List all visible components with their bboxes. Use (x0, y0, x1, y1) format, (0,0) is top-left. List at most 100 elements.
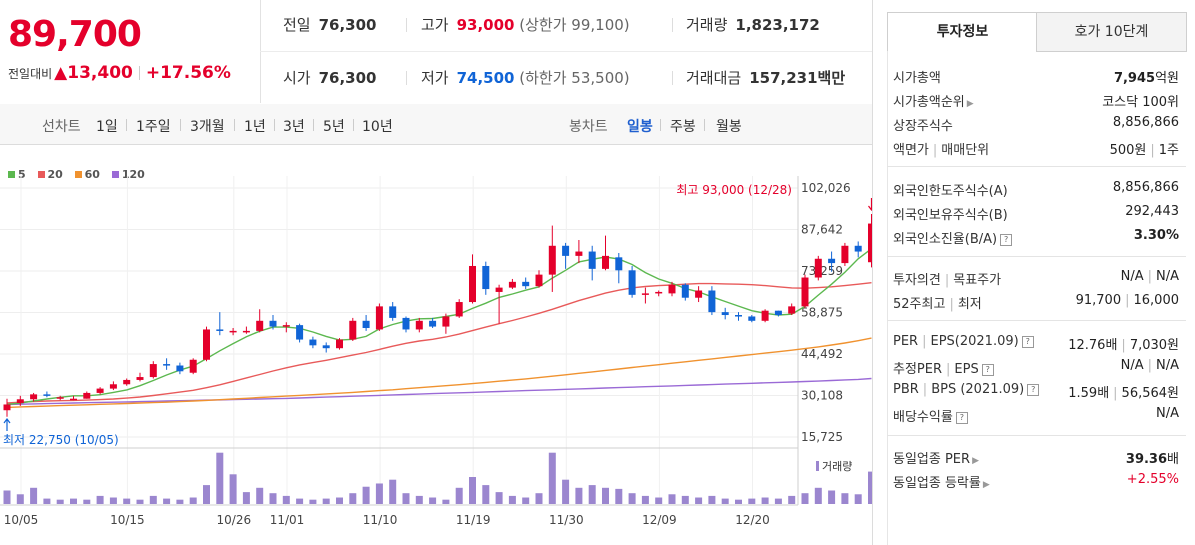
volume-bar (828, 490, 836, 504)
help-icon[interactable]: ? (1027, 384, 1040, 396)
help-icon[interactable]: ? (1021, 336, 1034, 348)
divider (180, 119, 181, 131)
volume-bar (562, 479, 570, 504)
market-cap-row: 시가총액 7,945억원 (893, 71, 1179, 86)
volume-bar (469, 477, 476, 504)
candle-body (788, 306, 796, 314)
x-tick-label: 11/10 (363, 513, 398, 527)
volume-bar (282, 495, 290, 504)
volume-bar (43, 498, 51, 504)
candle-body (296, 325, 304, 340)
candle-body (429, 320, 437, 327)
foreign-limit-row: 외국인한도주식수(A) 8,856,866 (893, 180, 1179, 199)
help-icon[interactable]: ? (955, 412, 968, 424)
day-high: 고가 93,000 (상한가 99,100) (421, 16, 630, 34)
tab-invest-info[interactable]: 투자정보 (887, 12, 1038, 51)
candle-body (96, 388, 104, 393)
volume-bar (229, 474, 237, 504)
x-tick-label: 11/01 (270, 513, 305, 527)
volume-bar (482, 485, 490, 504)
ma5-line (6, 248, 872, 406)
divider (313, 119, 314, 131)
period-10y[interactable]: 10년 (362, 119, 393, 135)
y-tick-label: 58,875 (801, 306, 843, 320)
candle-body (149, 364, 157, 378)
help-icon[interactable]: ? (981, 364, 994, 376)
volume-bar (309, 499, 317, 504)
tab-order-book[interactable]: 호가 10단계 (1036, 12, 1187, 52)
candle-body (575, 251, 583, 256)
y-tick-label: 102,026 (801, 181, 851, 195)
dividend-row: 배당수익률? N/A (893, 406, 1179, 425)
stock-chart[interactable]: 102,026 87,642 73,259 58,875 44,492 30,108 15,… (0, 148, 872, 545)
max-price-annotation: 최고 93,000 (12/28) (676, 183, 792, 197)
legend-swatch (8, 171, 15, 178)
divider (126, 119, 127, 131)
period-3m[interactable]: 3개월 (190, 119, 225, 135)
candle-body (203, 329, 210, 360)
candle-body (522, 281, 530, 287)
period-1d[interactable]: 1일 (96, 119, 118, 135)
candle-body (70, 398, 77, 401)
volume-bar (455, 487, 463, 504)
legend-ma60: 60 (74, 168, 100, 181)
up-arrow-icon (3, 418, 11, 431)
line-chart-label: 선차트 (42, 119, 81, 135)
candle-chart-label: 봉차트 (569, 119, 608, 135)
est-per-row: 추정PER | EPS? N/A | N/A (893, 358, 1179, 377)
period-3y[interactable]: 3년 (283, 119, 305, 135)
volume-bar (296, 498, 304, 504)
foreign-ratio-row: 외국인소진율(B/A)? 3.30% (893, 228, 1179, 247)
period-weekly[interactable]: 주봉 (670, 119, 696, 135)
pbr-row: PBR | BPS (2021.09)? 1.59배 | 56,564원 (893, 382, 1179, 401)
divider (887, 320, 1186, 321)
candle-body (801, 277, 809, 307)
candle-body (189, 359, 197, 373)
volume-bar (415, 495, 423, 504)
candle-body (482, 265, 490, 290)
x-tick-label: 10/15 (110, 513, 145, 527)
candle-body (548, 245, 556, 275)
period-5y[interactable]: 5년 (323, 119, 345, 135)
legend-ma5: 5 (8, 168, 26, 181)
volume-bar (788, 495, 796, 504)
candle-body (136, 377, 144, 380)
volume-bar (389, 479, 397, 504)
divider (406, 71, 407, 85)
candle-body (322, 345, 330, 349)
help-icon[interactable]: ? (1000, 234, 1013, 246)
period-monthly[interactable]: 월봉 (716, 119, 742, 135)
divider (138, 66, 140, 80)
candle-body (841, 245, 849, 264)
volume-bar (429, 497, 437, 504)
candle-body (389, 306, 397, 318)
volume-bar (615, 488, 623, 504)
x-tick-label: 11/19 (456, 513, 491, 527)
y-tick-label: 44,492 (801, 347, 843, 361)
market-cap-rank-row[interactable]: 시가총액순위 ▶ 코스닥 100위 (893, 95, 1179, 110)
volume-bar (814, 487, 822, 504)
volume-bar (3, 490, 11, 504)
volume-bar (256, 487, 264, 504)
divider (887, 435, 1186, 436)
open-price: 시가 76,300 (283, 69, 377, 87)
divider (234, 119, 235, 131)
volume-bar (189, 497, 197, 504)
sector-per-row[interactable]: 동일업종 PER ▶ 39.36배 (893, 452, 1179, 467)
period-daily[interactable]: 일봉 (627, 119, 653, 135)
candle-body (163, 364, 171, 366)
candle-body (748, 316, 756, 321)
period-1w[interactable]: 1주일 (136, 119, 171, 135)
x-tick-label: 10/26 (217, 513, 252, 527)
candle-body (415, 320, 423, 330)
sector-change-row[interactable]: 동일업종 등락률 ▶ +2.55% (893, 472, 1179, 491)
candle-body (562, 245, 570, 256)
volume-bar (109, 497, 117, 504)
volume-bar (96, 495, 104, 504)
candle-body (229, 330, 237, 333)
week52-row: 52주최고 | 최저 91,700 | 16,000 (893, 293, 1179, 312)
candle-body (761, 310, 769, 321)
y-tick-label: 30,108 (801, 389, 843, 403)
period-1y[interactable]: 1년 (244, 119, 266, 135)
candle-body (256, 320, 264, 331)
